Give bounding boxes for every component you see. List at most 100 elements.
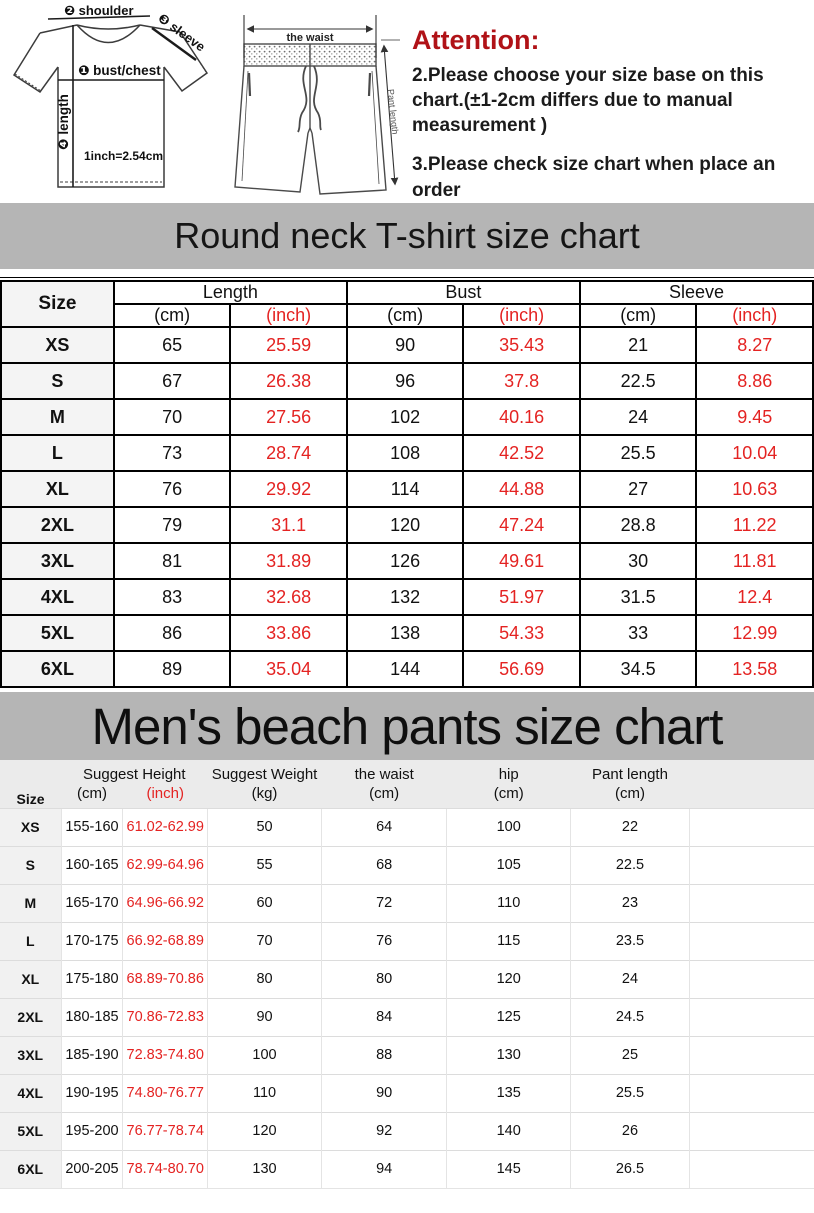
- col-group-waist: the waist: [321, 760, 447, 784]
- value-cell: 30: [578, 542, 698, 580]
- value-cell: 138: [345, 614, 465, 652]
- value-cell: 33.86: [229, 614, 348, 652]
- value-cell: 50: [207, 807, 322, 846]
- value-cell: 190-195: [60, 1073, 123, 1112]
- value-cell: 12.4: [695, 578, 814, 616]
- table-row: L 170-175 66.92-68.89 70 76 115 23.5: [0, 921, 814, 960]
- value-cell: 27.56: [229, 398, 348, 436]
- value-cell: 8.86: [695, 362, 814, 400]
- value-cell: 90: [207, 997, 322, 1036]
- value-cell: 120: [345, 506, 465, 544]
- table-row: 5XL 195-200 76.77-78.74 120 92 140 26: [0, 1111, 814, 1150]
- value-cell: [688, 883, 814, 922]
- value-cell: [688, 997, 814, 1036]
- value-cell: 110: [446, 883, 571, 922]
- value-cell: 170-175: [60, 921, 123, 960]
- value-cell: 27: [578, 470, 698, 508]
- drawstring-right: [313, 65, 322, 131]
- value-cell: 74.80-76.77: [122, 1073, 208, 1112]
- value-cell: 47.24: [462, 506, 581, 544]
- value-cell: 40.16: [462, 398, 581, 436]
- value-cell: 80: [207, 959, 322, 998]
- table-row: 4XL 83 32.68 132 51.97 31.5 12.4: [0, 578, 814, 616]
- value-cell: 49.61: [462, 542, 581, 580]
- size-cell: XS: [0, 807, 62, 846]
- value-cell: 21: [578, 326, 698, 364]
- value-cell: 155-160: [60, 807, 123, 846]
- unit-cm: (cm): [61, 784, 123, 808]
- size-cell: S: [0, 362, 115, 400]
- bust-label: ❶ bust/chest: [78, 63, 161, 78]
- attention-block: Attention: 2.Please choose your size bas…: [412, 25, 804, 217]
- size-cell: 4XL: [0, 578, 115, 616]
- pant-length-arrow: [380, 44, 399, 186]
- unit-inch: (inch): [122, 784, 208, 808]
- size-cell: 3XL: [0, 542, 115, 580]
- unit-inch: (inch): [695, 303, 814, 328]
- table-row: L 73 28.74 108 42.52 25.5 10.04: [0, 434, 814, 472]
- pants-size-table: Size Suggest Height Suggest Weight the w…: [0, 760, 814, 1189]
- size-cell: 2XL: [0, 506, 115, 544]
- value-cell: 66.92-68.89: [122, 921, 208, 960]
- size-cell: 3XL: [0, 1035, 62, 1074]
- table-row: XS 65 25.59 90 35.43 21 8.27: [0, 326, 814, 364]
- value-cell: [688, 1149, 814, 1189]
- value-cell: 25.59: [229, 326, 348, 364]
- value-cell: 125: [446, 997, 571, 1036]
- value-cell: 102: [345, 398, 465, 436]
- value-cell: 60: [207, 883, 322, 922]
- value-cell: 70.86-72.83: [122, 997, 208, 1036]
- value-cell: 22.5: [578, 362, 698, 400]
- value-cell: 89: [112, 650, 232, 688]
- value-cell: 132: [345, 578, 465, 616]
- value-cell: 110: [207, 1073, 322, 1112]
- unit-kg: (kg): [207, 784, 322, 808]
- value-cell: 73: [112, 434, 232, 472]
- table-row: 6XL 89 35.04 144 56.69 34.5 13.58: [0, 650, 814, 688]
- value-cell: 65: [112, 326, 232, 364]
- value-cell: 10.04: [695, 434, 814, 472]
- value-cell: 96: [345, 362, 465, 400]
- attention-title: Attention:: [412, 25, 540, 55]
- value-cell: 130: [446, 1035, 571, 1074]
- table-row: 3XL 81 31.89 126 49.61 30 11.81: [0, 542, 814, 580]
- value-cell: 100: [207, 1035, 322, 1074]
- value-cell: 200-205: [60, 1149, 123, 1189]
- table-row: S 160-165 62.99-64.96 55 68 105 22.5: [0, 845, 814, 884]
- value-cell: 94: [320, 1149, 447, 1189]
- col-group-empty: [689, 760, 814, 808]
- value-cell: 61.02-62.99: [122, 807, 208, 846]
- tshirt-right-sleeve: [163, 31, 209, 93]
- pants-chart-title: Men's beach pants size chart: [0, 692, 814, 760]
- col-group-length: Length: [112, 280, 348, 305]
- value-cell: 90: [345, 326, 465, 364]
- drawstring-left: [297, 65, 308, 133]
- value-cell: 144: [345, 650, 465, 688]
- col-group-suggest-weight: Suggest Weight: [207, 760, 322, 784]
- col-group-pant-length: Pant length: [570, 760, 690, 784]
- value-cell: 114: [345, 470, 465, 508]
- value-cell: 120: [207, 1111, 322, 1150]
- value-cell: 62.99-64.96: [122, 845, 208, 884]
- value-cell: [688, 845, 814, 884]
- top-section: ❷ shoulder ❸ sleeve ❶ bust/chest ❹ lengt…: [0, 0, 814, 203]
- value-cell: 24.5: [570, 997, 690, 1036]
- waist-label: the waist: [286, 32, 333, 44]
- attention-note-3: 3.Please check size chart when place an …: [412, 154, 776, 201]
- length-label: ❹ length: [56, 94, 71, 150]
- value-cell: 25.5: [578, 434, 698, 472]
- value-cell: 25.5: [570, 1073, 690, 1112]
- value-cell: 78.74-80.70: [122, 1149, 208, 1189]
- value-cell: 25: [570, 1035, 690, 1074]
- value-cell: 70: [207, 921, 322, 960]
- size-cell: 6XL: [0, 650, 115, 688]
- sleeve-measure-line: [151, 27, 197, 61]
- value-cell: 37.8: [462, 362, 581, 400]
- size-cell: 6XL: [0, 1149, 62, 1189]
- col-group-sleeve: Sleeve: [578, 280, 814, 305]
- size-cell: M: [0, 398, 115, 436]
- size-cell: 2XL: [0, 997, 62, 1036]
- value-cell: 34.5: [578, 650, 698, 688]
- unit-cm: (cm): [321, 784, 447, 808]
- table-row: 4XL 190-195 74.80-76.77 110 90 135 25.5: [0, 1073, 814, 1112]
